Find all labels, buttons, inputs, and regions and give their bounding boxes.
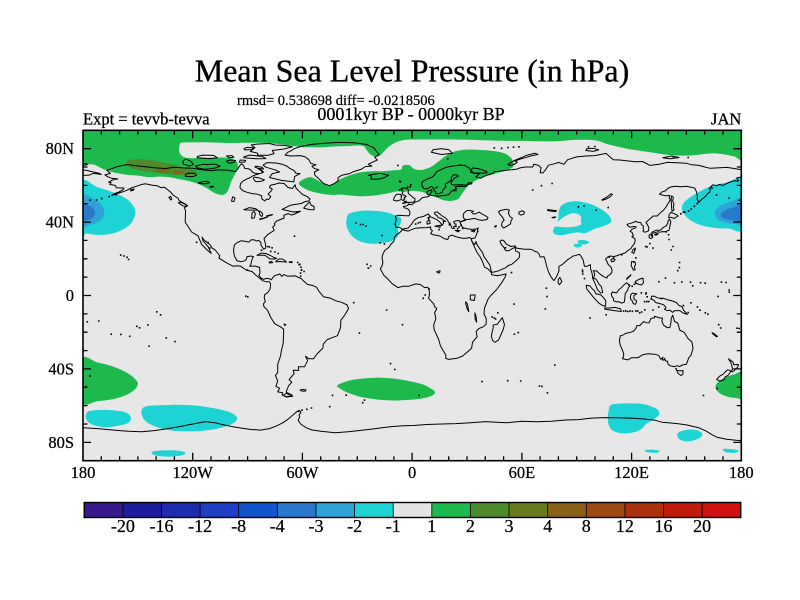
svg-text:120W: 120W — [173, 463, 214, 482]
svg-text:-8: -8 — [231, 516, 246, 536]
svg-text:40N: 40N — [46, 213, 75, 232]
svg-text:4: 4 — [543, 516, 552, 536]
svg-text:rmsd= 0.538698 diff= -0.021850: rmsd= 0.538698 diff= -0.0218506 — [237, 93, 435, 109]
svg-text:0: 0 — [66, 286, 74, 305]
svg-text:0: 0 — [408, 463, 416, 482]
svg-text:-12: -12 — [188, 516, 212, 536]
svg-text:180: 180 — [729, 463, 754, 482]
svg-text:60W: 60W — [286, 463, 319, 482]
svg-text:-4: -4 — [270, 516, 285, 536]
svg-text:60E: 60E — [509, 463, 536, 482]
svg-text:-2: -2 — [347, 516, 362, 536]
svg-text:0001kyr BP - 0000kyr BP: 0001kyr BP - 0000kyr BP — [317, 104, 504, 124]
svg-text:12: 12 — [616, 516, 634, 536]
svg-text:20: 20 — [693, 516, 711, 536]
svg-text:Mean Sea Level Pressure (in hP: Mean Sea Level Pressure (in hPa) — [195, 53, 630, 89]
svg-text:80S: 80S — [48, 433, 74, 452]
svg-text:80N: 80N — [46, 139, 75, 158]
svg-text:Expt = tevvb-tevva: Expt = tevvb-tevva — [83, 110, 210, 129]
svg-text:180: 180 — [71, 463, 96, 482]
svg-text:1: 1 — [427, 516, 436, 536]
svg-text:-16: -16 — [150, 516, 174, 536]
svg-text:-20: -20 — [111, 516, 135, 536]
svg-text:8: 8 — [582, 516, 591, 536]
svg-text:JAN: JAN — [711, 110, 741, 129]
svg-text:40S: 40S — [48, 359, 74, 378]
svg-text:16: 16 — [655, 516, 673, 536]
svg-text:3: 3 — [505, 516, 514, 536]
svg-text:-3: -3 — [309, 516, 324, 536]
svg-text:-1: -1 — [386, 516, 401, 536]
svg-text:2: 2 — [466, 516, 475, 536]
svg-text:120E: 120E — [614, 463, 649, 482]
